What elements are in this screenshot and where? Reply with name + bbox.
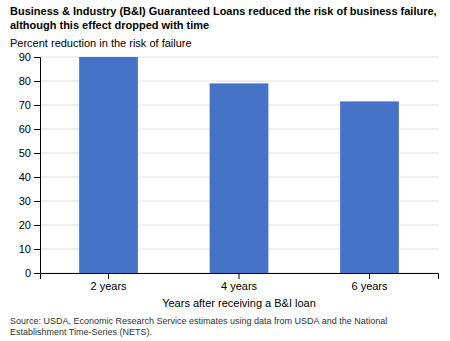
y-tick: 30 (19, 195, 40, 207)
bar (340, 101, 399, 273)
y-tick-mark (34, 105, 40, 106)
y-tick-label: 30 (19, 195, 31, 207)
y-tick: 70 (19, 99, 40, 111)
y-tick: 90 (19, 51, 40, 63)
y-tick-mark (34, 225, 40, 226)
y-tick: 0 (25, 267, 40, 279)
y-tick-mark (34, 81, 40, 82)
y-axis-title: Percent reduction in the risk of failure (10, 37, 192, 49)
x-axis-line (41, 274, 439, 280)
y-tick-mark (34, 273, 40, 274)
y-tick-label: 70 (19, 99, 31, 111)
y-tick-mark (34, 201, 40, 202)
grid (40, 57, 438, 273)
x-tick-mark (108, 273, 109, 279)
y-tick: 60 (19, 123, 40, 135)
x-tick-label: 2 years (90, 280, 127, 292)
y-tick-label: 40 (19, 171, 31, 183)
y-tick: 20 (19, 219, 40, 231)
y-tick-label: 0 (25, 267, 31, 279)
source: Source: USDA, Economic Research Service … (10, 316, 387, 337)
title-line: although this effect dropped with time (10, 19, 209, 31)
x-tick: 4 years (221, 273, 258, 292)
y-tick-mark (34, 57, 40, 58)
y-tick: 10 (19, 243, 40, 255)
y-tick: 50 (19, 147, 40, 159)
bars (79, 57, 399, 273)
bar (210, 83, 269, 273)
y-tick-label: 90 (19, 51, 31, 63)
chart: Business & Industry (B&I) Guaranteed Loa… (0, 0, 450, 341)
x-tick-label: 6 years (351, 280, 388, 292)
source-line: Source: USDA, Economic Research Service … (10, 316, 387, 326)
y-tick: 80 (19, 75, 40, 87)
title-line: Business & Industry (B&I) Guaranteed Loa… (10, 5, 437, 17)
bar (79, 57, 138, 273)
title: Business & Industry (B&I) Guaranteed Loa… (10, 5, 437, 31)
y-tick-mark (34, 129, 40, 130)
y-tick-label: 10 (19, 243, 31, 255)
x-axis: 2 years 4 years 6 years (41, 273, 439, 292)
y-tick-mark (34, 153, 40, 154)
x-tick: 6 years (351, 273, 388, 292)
y-axis-line (34, 58, 41, 274)
x-tick: 2 years (90, 273, 127, 292)
y-axis: 0 10 20 30 40 50 60 70 80 90 (19, 51, 41, 279)
y-tick: 40 (19, 171, 40, 183)
y-tick-mark (34, 177, 40, 178)
y-tick-label: 80 (19, 75, 31, 87)
x-tick-mark (239, 273, 240, 279)
x-tick-mark (369, 273, 370, 279)
y-tick-mark (34, 249, 40, 250)
x-tick-label: 4 years (221, 280, 258, 292)
chart-container: Business & Industry (B&I) Guaranteed Loa… (0, 0, 450, 341)
source-line: Establishment Time-Series (NETS). (10, 327, 152, 337)
y-tick-label: 50 (19, 147, 31, 159)
y-tick-label: 20 (19, 219, 31, 231)
x-axis-title: Years after receiving a B&I loan (162, 297, 316, 309)
y-tick-label: 60 (19, 123, 31, 135)
